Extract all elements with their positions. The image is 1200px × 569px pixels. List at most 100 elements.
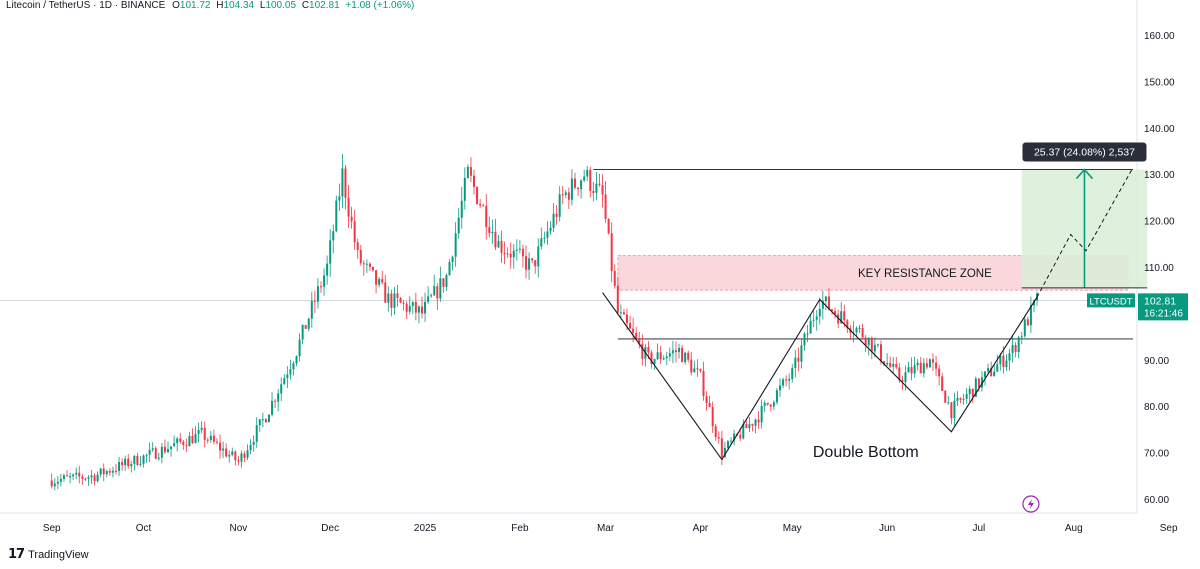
open-label: O	[172, 0, 180, 11]
x-tick-label: Apr	[693, 523, 709, 534]
candle-body	[408, 305, 411, 312]
candle-body	[681, 347, 684, 363]
candle-body	[714, 426, 717, 438]
candle-body	[1017, 337, 1020, 353]
candle-body	[540, 238, 543, 247]
candle-body	[570, 178, 573, 200]
candle-body	[733, 433, 736, 441]
candle-body	[176, 438, 179, 444]
x-tick-label: May	[783, 523, 802, 534]
symbol-tag: LTCUSDT	[1089, 296, 1132, 307]
candle-body	[512, 250, 515, 258]
candle-body	[75, 472, 78, 475]
y-tick-label: 90.00	[1144, 356, 1169, 367]
candle-body	[987, 368, 990, 372]
candle-body	[163, 446, 166, 453]
candle-body	[258, 419, 261, 426]
candle-body	[525, 256, 528, 270]
candle-body	[81, 476, 84, 479]
candle-body	[375, 270, 378, 285]
open-value: 101.72	[179, 0, 211, 11]
candle-body	[980, 377, 983, 388]
candle-body	[359, 249, 362, 264]
candle-body	[295, 356, 298, 364]
candle-body	[772, 402, 775, 407]
double-bottom-lines	[602, 292, 1038, 461]
candle-body	[928, 359, 931, 368]
candle-body	[831, 309, 834, 312]
candle-body	[886, 363, 889, 365]
candle-body	[800, 345, 803, 362]
candle-body	[384, 282, 387, 303]
candle-body	[812, 319, 815, 321]
symbol-title[interactable]: Litecoin / TetherUS · 1D · BINANCE	[6, 0, 166, 11]
y-tick-label: 130.00	[1144, 170, 1175, 181]
candle-body	[999, 355, 1002, 365]
candle-body	[626, 314, 628, 324]
candle-body	[647, 347, 650, 353]
candle-body	[396, 293, 399, 299]
candle-body	[788, 379, 791, 381]
candle-body	[745, 424, 748, 429]
candle-body	[730, 440, 733, 442]
candle-body	[485, 205, 488, 228]
candle-body	[399, 298, 402, 303]
candle-body	[203, 427, 206, 440]
candle-body	[684, 352, 687, 363]
candle-body	[405, 303, 408, 312]
candle-body	[200, 427, 203, 431]
candle-body	[895, 363, 898, 368]
y-tick-label: 140.00	[1144, 124, 1175, 135]
candle-body	[751, 424, 754, 426]
candle-body	[185, 445, 188, 447]
y-tick-label: 120.00	[1144, 217, 1175, 228]
candle-body	[950, 402, 953, 419]
x-tick-label: Mar	[597, 523, 615, 534]
candle-body	[130, 464, 133, 467]
candle-body	[907, 367, 910, 373]
candle-body	[387, 293, 390, 303]
candle-body	[748, 424, 751, 429]
candle-body	[962, 398, 965, 400]
candle-body	[815, 316, 818, 320]
drawings-layer: 25.37 (24.08%) 2,537 Double Bottom	[602, 142, 1148, 461]
candle-body	[797, 357, 800, 362]
candle-body	[368, 263, 371, 267]
candle-body	[188, 436, 191, 447]
candle-body	[1008, 353, 1011, 361]
candle-body	[528, 258, 531, 270]
candle-body	[665, 356, 668, 359]
y-tick-label: 110.00	[1144, 263, 1174, 274]
high-value: 104.34	[223, 0, 255, 11]
candle-body	[289, 369, 292, 375]
candle-body	[824, 296, 827, 302]
candle-body	[622, 312, 625, 315]
candle-body	[977, 378, 980, 388]
candle-body	[53, 483, 56, 487]
candle-body	[779, 385, 781, 391]
candle-body	[834, 311, 837, 315]
candle-body	[785, 379, 788, 381]
candle-body	[267, 414, 270, 423]
candle-body	[231, 451, 234, 455]
candle-body	[347, 197, 350, 217]
tradingview-branding[interactable]: 17 TradingView	[8, 547, 89, 563]
axes-layer: 160.00150.00140.00130.00120.00110.00100.…	[43, 31, 1188, 534]
candle-body	[136, 455, 139, 465]
candle-body	[521, 248, 524, 257]
candle-body	[910, 367, 913, 374]
candle-body	[913, 365, 916, 374]
candle-body	[769, 404, 772, 407]
candle-body	[861, 328, 864, 338]
candle-body	[717, 437, 720, 439]
candle-body	[62, 475, 65, 479]
price-tag-box	[1138, 293, 1188, 321]
candle-body	[965, 393, 968, 399]
candle-body	[953, 400, 956, 419]
candle-body	[372, 266, 375, 271]
candle-body	[304, 325, 307, 329]
candle-body	[726, 441, 729, 448]
candle-body	[72, 474, 75, 477]
candle-body	[170, 446, 173, 450]
